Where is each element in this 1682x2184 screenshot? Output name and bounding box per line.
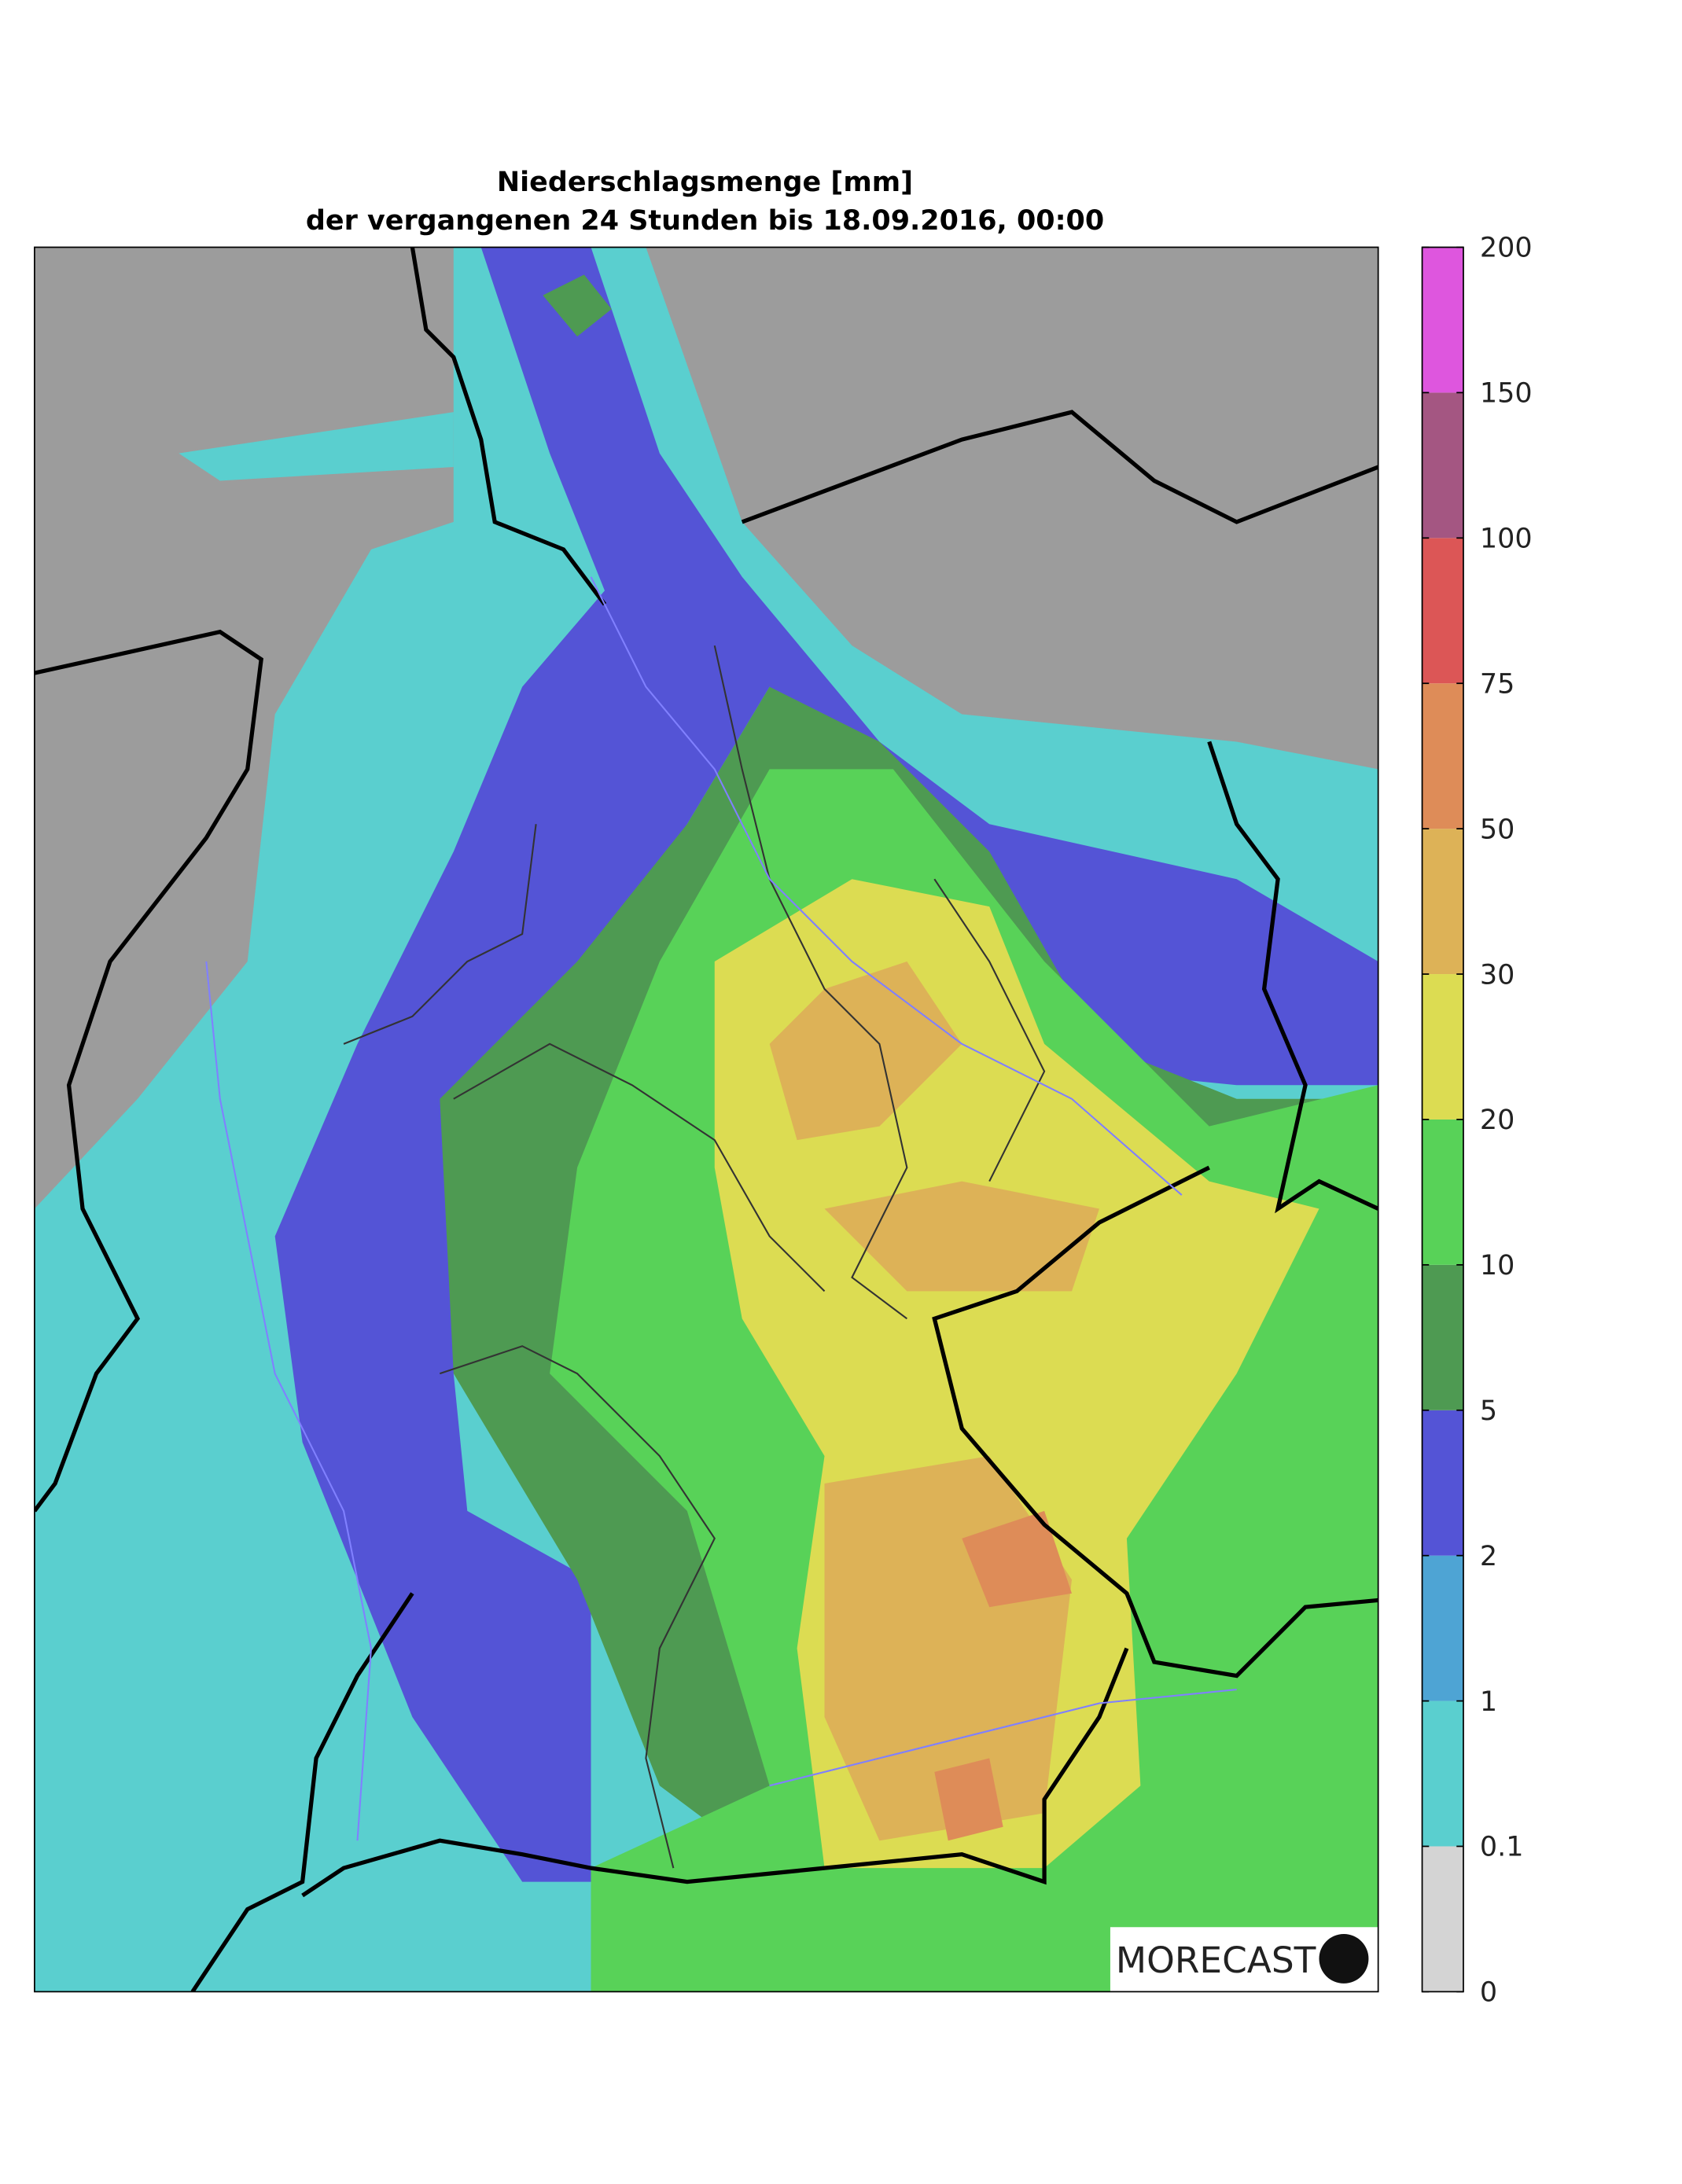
title-line: Niederschlagsmenge [mm] [497,167,913,198]
rain-area [543,274,612,337]
rain-area [769,961,962,1141]
colorbar-tick-label: 10 [1480,1250,1515,1281]
colorbar-tick-label: 100 [1480,524,1533,555]
colorbar-tick-label: 75 [1480,668,1515,700]
borders [34,247,1378,1992]
colorbar-tick-label: 200 [1480,233,1533,264]
colorbar-segment [1422,683,1463,829]
colorbar-segment [1422,829,1463,975]
rivers [205,576,1237,1841]
colorbar-tick-label: 1 [1480,1686,1497,1718]
colorbar-tick-label: 30 [1480,959,1515,991]
colorbar-tick-label: 0 [1480,1977,1497,2009]
colorbar-segment [1422,1846,1463,1992]
colorbar-tick-label: 20 [1480,1105,1515,1136]
colorbar-tick-label: 50 [1480,814,1515,845]
rain-area [962,1510,1073,1608]
colorbar-segment [1422,392,1463,539]
colorbar-frame [1421,246,1464,1993]
rain-area [934,1758,1003,1841]
rain-area [179,412,454,481]
colorbar-segment [1422,1119,1463,1265]
colorbar-segment [1422,1410,1463,1556]
colorbar-tick-label: 0.1 [1480,1832,1524,1863]
title-line: der vergangenen 24 Stunden bis 18.09.201… [306,205,1104,237]
colorbar-segment [1422,1555,1463,1701]
rain-area [274,247,1378,1882]
state-borders [343,645,1046,1869]
logo: MORECAST [1116,1939,1316,1981]
colorbar-tick-label: 5 [1480,1395,1497,1427]
colorbar-segment [1422,1701,1463,1847]
colorbar-tick-label: 2 [1480,1541,1497,1572]
colorbar: 0 0.1 1 2 5 10 20 30 50 75 100 150 200 [1422,233,1533,2009]
precipitation-map: MORECAST [34,247,1378,1992]
rain-area [824,1181,1099,1292]
colorbar-segment [1422,247,1463,393]
colorbar-segment [1422,538,1463,684]
map-frame [34,246,1379,1993]
colorbar-segment [1422,974,1463,1120]
colorbar-tick-label: 150 [1480,378,1533,410]
colorbar-segment [1422,1264,1463,1410]
logo-icon [1319,1934,1369,1984]
